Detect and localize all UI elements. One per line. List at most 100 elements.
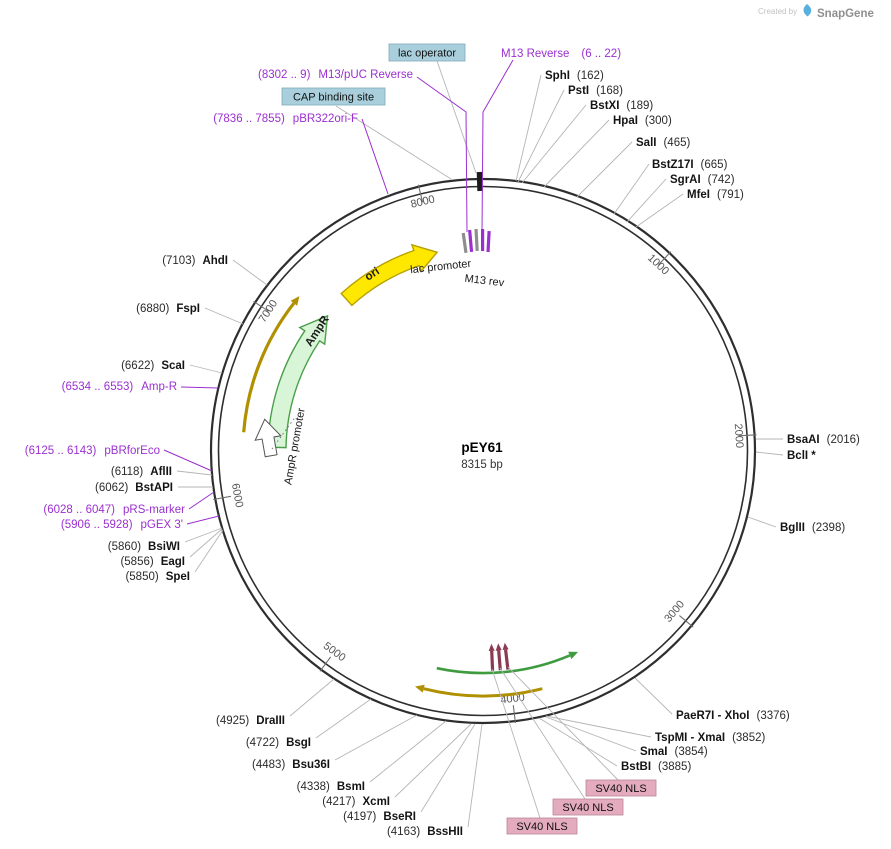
site-label-scai[interactable]: (6622) ScaI [121,360,185,372]
label-lac-operator[interactable]: lac operator [388,43,466,62]
site-label-paer7i-xhoi[interactable]: PaeR7I - XhoI (3376) [676,710,790,722]
leader-pbr322ori-f [361,118,389,195]
site-label-fspi[interactable]: (6880) FspI [136,303,200,315]
site-label-eagi[interactable]: (5856) EagI [120,556,185,568]
feature-ampr-promoter-arrow[interactable] [252,417,284,458]
tick-mark-8000 [417,184,424,203]
leader-amp-r [180,386,219,389]
site-label-bseri[interactable]: (4197) BseRI [343,811,416,823]
olive-bottom-arc [423,687,543,698]
created-by-text: Created by [758,7,797,16]
sv40-nls-text-2: SV40 NLS [562,802,613,814]
site-label-draiii[interactable]: (4925) DraIII [216,715,285,727]
site-label-bcli[interactable]: BclI * [787,450,816,462]
leader-sv40-nls-2 [499,667,586,800]
site-label-xcmi[interactable]: (4217) XcmI [322,796,390,808]
site-label-psti[interactable]: PstI (168) [568,85,623,97]
feature-sv40-nls-marks[interactable] [488,642,510,671]
site-label-tspmi-xmai[interactable]: TspMI - XmaI (3852) [655,732,765,744]
site-label-bsaai[interactable]: BsaAI (2016) [787,434,860,446]
leader-m13-reverse [481,59,514,233]
site-label-ahdi[interactable]: (7103) AhdI [162,255,228,267]
site-label-bsmi[interactable]: (4338) BsmI [297,781,365,793]
site-label-bstbi[interactable]: BstBI (3885) [621,761,691,773]
sv40-nls-mark-3-head [488,643,495,651]
site-label-sali[interactable]: SalI (465) [636,137,690,149]
leader-pbrforeco [163,449,213,472]
lac-operator-box [388,43,466,62]
tick-label-8000: 8000 [409,193,436,210]
primer-label-prs-marker[interactable]: (6028 .. 6047) pRS-marker [43,504,185,516]
leader-cap-binding-site [335,105,452,180]
site-label-bsshii[interactable]: (4163) BssHII [387,826,463,838]
site-label-aflii[interactable]: (6118) AflII [111,466,172,478]
leader-aflii [176,470,213,476]
tick-label-3000: 3000 [662,598,687,624]
primer-label-pgex-3[interactable]: (5906 .. 5928) pGEX 3' [61,519,183,531]
site-label-bglii[interactable]: BglII (2398) [780,522,845,534]
primer-bar-purple-1 [468,229,474,253]
site-label-hpai[interactable]: HpaI (300) [613,115,672,127]
leader-bsshii [467,723,483,828]
primer-label-m13-reverse[interactable]: M13 Reverse (6 .. 22) [501,48,621,60]
plasmid-size: 8315 bp [461,459,503,471]
feature-ampr-arrow[interactable] [267,314,329,449]
tick-label-5000: 5000 [321,640,348,664]
plasmid-name: pEY61 [461,440,503,455]
site-labels: SphI (162) PstI (168) BstXI (189) HpaI (300)… [95,70,860,838]
lac-operator-mark[interactable] [476,171,483,192]
label-sv40-nls-1[interactable]: SV40 NLS [585,779,657,797]
leader-draiii [289,678,335,717]
leader-bglii [747,516,777,528]
leader-lines [163,59,784,828]
site-label-spei[interactable]: (5850) SpeI [125,571,190,583]
leader-sphi [515,74,542,182]
feature-m13-rev-label[interactable]: M13 rev [464,273,505,290]
sv40-nls-box-3 [506,817,578,835]
feature-ori-arrow[interactable] [340,243,439,307]
leader-bseri [420,723,476,813]
sv40-nls-box-2 [552,798,624,816]
leader-sali [576,141,633,198]
sv40-nls-box-1 [585,779,657,797]
leader-bsu36i [334,714,418,761]
site-label-bstapi[interactable]: (6062) BstAPI [95,482,173,494]
feature-arrow-olive-left[interactable] [242,296,300,433]
feature-arrow-green-bottom[interactable] [436,651,579,675]
sv40-nls-mark-2 [497,650,502,671]
leader-ahdi [232,259,268,286]
leader-bstz17i [613,163,650,215]
boxed-labels: lac operator CAP binding site SV40 NLS S… [281,43,657,835]
label-sv40-nls-3[interactable]: SV40 NLS [506,817,578,835]
site-label-bstxi[interactable]: BstXI (189) [590,100,653,112]
site-label-sgrai[interactable]: SgrAI (742) [670,174,735,186]
promoter-icon-cluster[interactable] [461,228,491,254]
primer-bar-purple-2 [481,229,485,251]
site-label-bstz17i[interactable]: BstZ17I (665) [652,159,728,171]
primer-label-amp-r[interactable]: (6534 .. 6553) Amp-R [62,381,177,393]
sv40-nls-text-3: SV40 NLS [516,821,567,833]
leader-bstxi [521,104,587,184]
tick-mark-2000 [738,434,757,437]
label-cap-binding-site[interactable]: CAP binding site [281,87,386,106]
leader-sgrai [626,178,667,223]
leader-spei [194,529,224,573]
site-label-mfei[interactable]: MfeI (791) [687,189,744,201]
feature-arrow-olive-bottom[interactable] [415,684,543,698]
primer-label-m13-puc-reverse[interactable]: (8302 .. 9) M13/pUC Reverse [258,69,413,81]
site-label-bsu36i[interactable]: (4483) Bsu36I [252,759,330,771]
primer-label-pbrforeco[interactable]: (6125 .. 6143) pBRforEco [25,445,160,457]
site-label-sphi[interactable]: SphI (162) [545,70,604,82]
label-sv40-nls-2[interactable]: SV40 NLS [552,798,624,816]
tick-mark-7000 [253,300,269,312]
leader-eagi [189,528,223,558]
site-label-bsgi[interactable]: (4722) BsgI [246,737,311,749]
olive-left-arrowhead [290,296,300,306]
primer-label-pbr322ori-f[interactable]: (7836 .. 7855) pBR322ori-F [213,113,358,125]
features: AmpR ori AmpR promoter [242,171,579,698]
site-label-smai[interactable]: SmaI (3854) [640,746,708,758]
cap-binding-site-text: CAP binding site [293,92,374,104]
site-label-bsiwi[interactable]: (5860) BsiWI [108,541,180,553]
leader-hpai [543,119,610,188]
backbone-outer-circle [209,177,757,725]
